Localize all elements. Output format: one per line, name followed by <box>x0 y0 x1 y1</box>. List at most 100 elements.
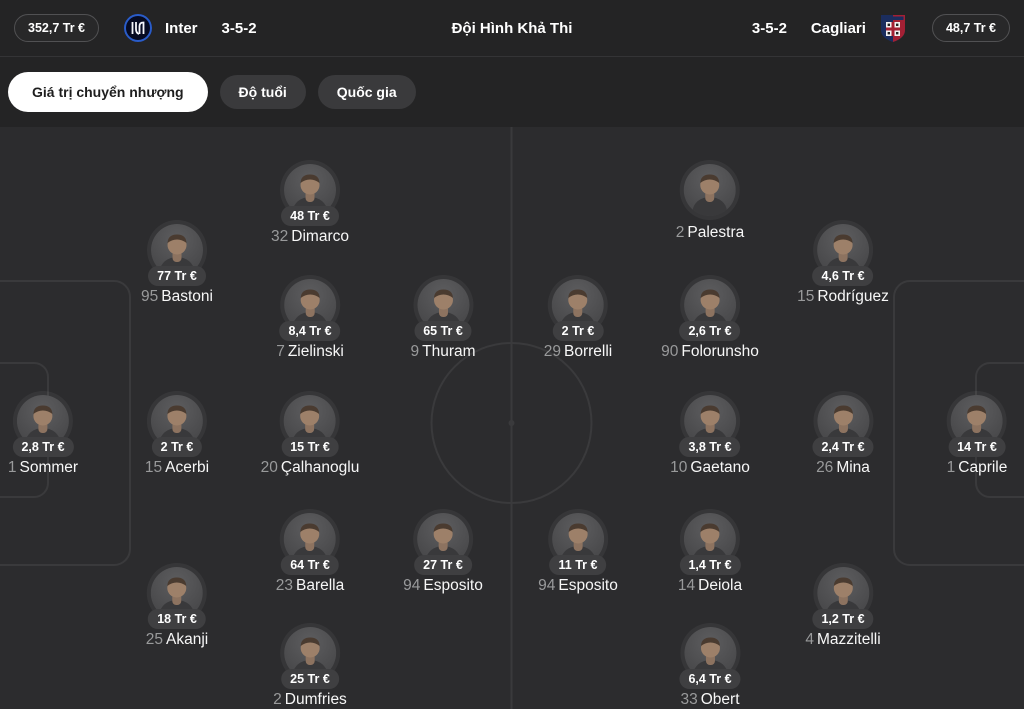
player-marker[interactable]: 3,8 Tr € 10 Gaetano <box>670 395 750 477</box>
player-value-badge: 2,6 Tr € <box>679 321 741 341</box>
player-value-badge: 1,4 Tr € <box>679 555 741 575</box>
player-number: 1 <box>946 459 956 476</box>
view-mode-tabs: Giá trị chuyển nhượng Độ tuổi Quốc gia <box>0 57 1024 127</box>
player-value-badge: 4,6 Tr € <box>812 266 874 286</box>
player-marker[interactable]: 2 Tr € 15 Acerbi <box>145 395 209 477</box>
player-label: 29 Borrelli <box>544 343 612 361</box>
player-marker[interactable]: 2,8 Tr € 1 Sommer <box>8 395 78 477</box>
player-name: Zielinski <box>287 343 344 360</box>
home-team-value-badge: 352,7 Tr € <box>14 14 99 42</box>
player-value-badge: 65 Tr € <box>414 321 472 341</box>
player-number: 14 <box>677 577 696 594</box>
player-value-badge: 1,2 Tr € <box>812 609 874 629</box>
player-name: Barella <box>296 577 345 594</box>
player-value-badge: 14 Tr € <box>948 437 1006 457</box>
player-label: 20 Çalhanoglu <box>261 459 360 477</box>
player-name: Folorunsho <box>681 343 759 360</box>
player-name: Esposito <box>558 577 618 594</box>
player-name: Acerbi <box>165 459 210 476</box>
player-label: 33 Obert <box>680 691 739 709</box>
player-value-badge: 6,4 Tr € <box>679 669 741 689</box>
player-marker[interactable]: 2 Palestra <box>676 164 745 242</box>
player-number: 33 <box>680 691 698 708</box>
player-name: Dumfries <box>284 691 347 708</box>
player-name: Borrelli <box>564 343 613 360</box>
player-value-badge: 15 Tr € <box>281 437 339 457</box>
player-marker[interactable]: 6,4 Tr € 33 Obert <box>679 627 741 709</box>
cagliari-logo-icon <box>878 13 908 43</box>
tab-nationality[interactable]: Quốc gia <box>317 75 416 109</box>
player-value-badge: 11 Tr € <box>549 555 607 575</box>
player-label: 2 Dumfries <box>273 691 347 709</box>
player-marker[interactable]: 18 Tr € 25 Akanji <box>146 567 208 649</box>
player-name: Rodríguez <box>817 288 889 305</box>
player-marker[interactable]: 77 Tr € 95 Bastoni <box>141 224 213 306</box>
player-name: Gaetano <box>690 459 750 476</box>
player-label: 26 Mina <box>816 459 870 477</box>
player-marker[interactable]: 1,2 Tr € 4 Mazzitelli <box>805 567 881 649</box>
header-bar: 352,7 Tr € Inter 3-5-2 Đội Hình Khả Thi … <box>0 0 1024 57</box>
tab-transfer-value[interactable]: Giá trị chuyển nhượng <box>8 72 208 112</box>
player-label: 95 Bastoni <box>141 288 213 306</box>
player-marker[interactable]: 27 Tr € 94 Esposito <box>403 513 483 595</box>
player-name: Dimarco <box>291 228 349 245</box>
player-marker[interactable]: 1,4 Tr € 14 Deiola <box>678 513 742 595</box>
player-number: 94 <box>403 577 421 594</box>
player-label: 7 Zielinski <box>276 343 344 361</box>
player-value-badge: 2,8 Tr € <box>12 437 74 457</box>
player-label: 94 Esposito <box>538 577 618 595</box>
player-label: 1 Sommer <box>8 459 78 477</box>
player-name: Bastoni <box>161 288 213 305</box>
player-marker[interactable]: 4,6 Tr € 15 Rodríguez <box>797 224 889 306</box>
player-marker[interactable]: 15 Tr € 20 Çalhanoglu <box>261 395 360 477</box>
player-name: Palestra <box>687 224 745 241</box>
player-name: Thuram <box>422 343 476 360</box>
player-name: Akanji <box>166 631 209 648</box>
player-marker[interactable]: 65 Tr € 9 Thuram <box>410 279 476 361</box>
player-number: 15 <box>797 288 815 305</box>
tab-age[interactable]: Độ tuổi <box>219 75 306 109</box>
player-marker[interactable]: 2,4 Tr € 26 Mina <box>812 395 874 477</box>
player-number: 94 <box>538 577 556 594</box>
player-number: 90 <box>661 343 679 360</box>
player-number: 15 <box>144 459 163 476</box>
player-label: 90 Folorunsho <box>661 343 759 361</box>
player-marker[interactable]: 48 Tr € 32 Dimarco <box>271 164 349 246</box>
player-marker[interactable]: 8,4 Tr € 7 Zielinski <box>276 279 344 361</box>
player-value-badge: 2 Tr € <box>552 321 604 341</box>
player-label: 10 Gaetano <box>670 459 750 477</box>
away-team-name[interactable]: Cagliari <box>810 19 866 37</box>
player-label: 1 Caprile <box>947 459 1008 477</box>
player-name: Caprile <box>958 459 1008 476</box>
home-formation: 3-5-2 <box>221 19 257 37</box>
player-label: 9 Thuram <box>410 343 475 361</box>
player-name: Sommer <box>19 459 79 476</box>
player-name: Esposito <box>423 577 483 594</box>
player-marker[interactable]: 2,6 Tr € 90 Folorunsho <box>661 279 759 361</box>
player-marker[interactable]: 64 Tr € 23 Barella <box>276 513 345 595</box>
player-marker[interactable]: 14 Tr € 1 Caprile <box>947 395 1008 477</box>
player-number: 26 <box>816 459 834 476</box>
player-number: 9 <box>410 343 420 360</box>
home-team-name[interactable]: Inter <box>165 19 198 37</box>
player-value-badge: 27 Tr € <box>414 555 472 575</box>
player-label: 23 Barella <box>276 577 345 595</box>
player-avatar[interactable] <box>684 164 736 216</box>
player-marker[interactable]: 25 Tr € 2 Dumfries <box>273 627 347 709</box>
player-marker[interactable]: 2 Tr € 29 Borrelli <box>544 279 612 361</box>
player-value-badge: 25 Tr € <box>281 669 339 689</box>
player-name: Çalhanoglu <box>280 459 360 476</box>
player-label: 4 Mazzitelli <box>805 631 880 649</box>
player-label: 14 Deiola <box>678 577 742 595</box>
away-formation: 3-5-2 <box>751 19 787 37</box>
player-number: 23 <box>275 577 293 594</box>
player-name: Deiola <box>698 577 743 594</box>
player-number: 25 <box>145 631 164 648</box>
player-number: 2 <box>675 224 685 241</box>
player-marker[interactable]: 11 Tr € 94 Esposito <box>538 513 618 595</box>
player-number: 32 <box>271 228 289 245</box>
player-number: 29 <box>543 343 562 360</box>
player-label: 2 Palestra <box>676 224 745 242</box>
player-photo-icon <box>693 174 727 216</box>
player-number: 20 <box>260 459 278 476</box>
